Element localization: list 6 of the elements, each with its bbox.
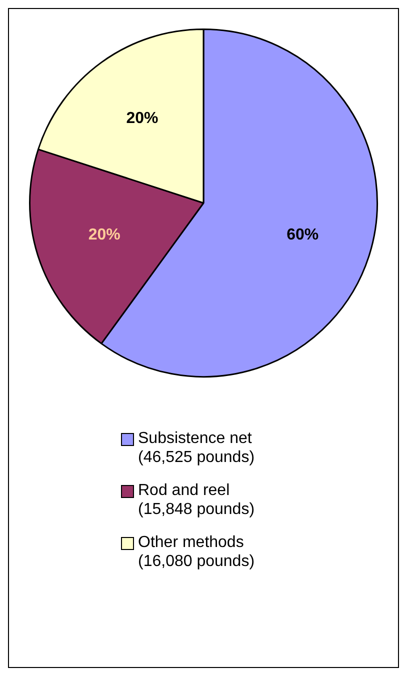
legend-label: Subsistence net (46,525 pounds) [138,429,255,467]
data-label: 20% [126,110,158,128]
data-label: 60% [286,226,319,244]
data-label: 20% [88,226,120,244]
legend-label: Other methods (16,080 pounds) [138,533,255,571]
legend-label: Rod and reel (15,848 pounds) [138,481,255,519]
